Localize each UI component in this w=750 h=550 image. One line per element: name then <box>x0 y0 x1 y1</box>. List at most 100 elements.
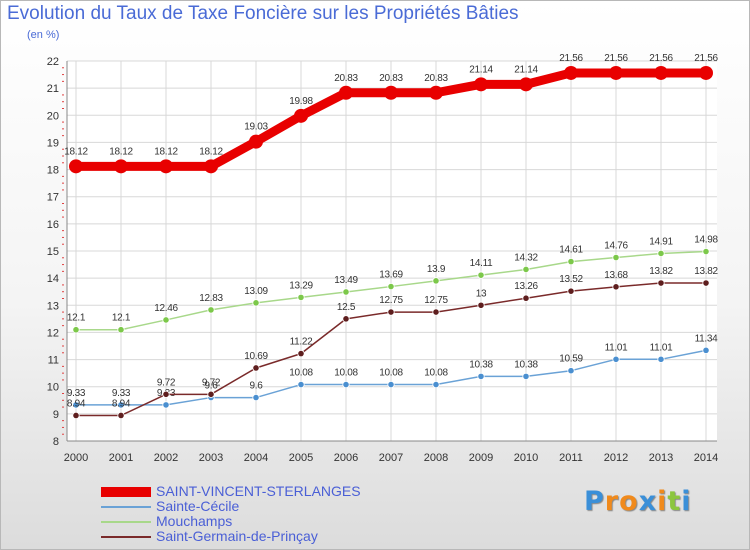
data-point <box>474 77 488 92</box>
logo-letter: x <box>638 486 658 517</box>
legend-swatch <box>101 536 151 538</box>
data-label: 12.46 <box>154 303 178 314</box>
x-tick-label: 2007 <box>379 452 403 464</box>
data-label: 9.33 <box>112 388 131 399</box>
data-point <box>702 247 710 256</box>
legend-swatch <box>101 487 151 497</box>
data-point <box>249 134 263 149</box>
data-label: 20.83 <box>379 73 403 84</box>
data-label: 14.61 <box>559 245 583 256</box>
data-label: 14.11 <box>470 258 494 269</box>
data-label: 11.01 <box>650 342 674 353</box>
y-tick-label: 10 <box>47 382 59 394</box>
data-label: 9.72 <box>157 377 176 388</box>
data-label: 21.56 <box>649 53 673 64</box>
data-label: 9.6 <box>249 381 263 392</box>
x-tick-label: 2008 <box>424 452 448 464</box>
data-point <box>702 346 710 354</box>
data-point <box>117 401 125 409</box>
y-tick-label: 17 <box>47 192 59 204</box>
data-label: 13.82 <box>694 266 718 277</box>
data-point <box>432 308 440 316</box>
data-point <box>429 85 443 100</box>
data-point <box>72 326 80 334</box>
data-label: 10.08 <box>334 368 358 379</box>
data-point <box>162 390 170 398</box>
data-point <box>432 380 440 389</box>
data-label: 18.12 <box>154 146 178 157</box>
data-point <box>519 77 533 92</box>
data-label: 13.52 <box>559 274 583 285</box>
data-label: 12.83 <box>199 293 223 304</box>
data-label: 20.83 <box>424 73 448 84</box>
data-label: 13.26 <box>514 281 538 292</box>
data-point <box>657 355 665 363</box>
data-label: 11.01 <box>605 342 629 353</box>
data-label: 13.49 <box>334 275 358 286</box>
data-label: 8.94 <box>67 398 86 409</box>
data-label: 12.1 <box>67 313 86 324</box>
data-label: 14.32 <box>514 252 538 263</box>
data-label: 10.08 <box>424 368 448 379</box>
data-point <box>297 349 305 358</box>
data-point <box>384 85 398 100</box>
x-tick-label: 2002 <box>154 452 178 464</box>
logo-letter: i <box>681 486 692 517</box>
chart-subtitle: (en %) <box>27 29 60 41</box>
data-point <box>522 265 530 274</box>
data-label: 13.69 <box>379 270 403 281</box>
data-label: 14.98 <box>694 235 718 246</box>
y-tick-label: 9 <box>53 409 59 421</box>
data-point <box>294 108 308 123</box>
logo-letter: t <box>667 486 682 517</box>
data-point <box>207 390 215 398</box>
data-point <box>72 401 80 409</box>
data-point <box>69 159 83 174</box>
data-label: 20.83 <box>334 73 358 84</box>
x-tick-label: 2006 <box>334 452 358 464</box>
legend-label: SAINT-VINCENT-STERLANGES <box>156 483 361 499</box>
proxiti-logo: Proxiti <box>584 486 692 517</box>
legend-label: Mouchamps <box>156 513 233 529</box>
data-point <box>114 159 128 174</box>
legend-swatch <box>101 506 151 508</box>
data-label: 12.1 <box>112 313 131 324</box>
data-label: 11.22 <box>290 337 314 348</box>
y-tick-label: 13 <box>47 300 59 312</box>
data-point <box>159 159 173 174</box>
data-label: 13.68 <box>604 270 628 281</box>
data-point <box>567 287 575 295</box>
data-point <box>117 411 125 420</box>
legend-label: Sainte-Cécile <box>156 498 240 514</box>
data-label: 18.12 <box>109 146 133 157</box>
data-label: 9.72 <box>202 377 221 388</box>
data-point <box>117 326 125 334</box>
data-label: 12.75 <box>424 295 448 306</box>
data-point <box>699 65 713 80</box>
x-tick-label: 2012 <box>604 452 628 464</box>
data-point <box>297 293 305 302</box>
data-label: 18.12 <box>199 146 223 157</box>
data-label: 9.6 <box>204 381 218 392</box>
data-label: 10.38 <box>514 359 538 370</box>
y-tick-label: 8 <box>53 436 59 448</box>
y-tick-label: 18 <box>47 165 59 177</box>
x-tick-label: 2005 <box>289 452 313 464</box>
data-point <box>387 282 395 291</box>
x-tick-label: 2000 <box>64 452 88 464</box>
data-label: 13 <box>476 288 487 299</box>
data-label: 13.29 <box>289 280 313 291</box>
y-tick-label: 19 <box>47 137 59 149</box>
logo-letter: r <box>604 486 620 517</box>
data-point <box>252 299 260 307</box>
data-point <box>477 301 485 309</box>
data-point <box>612 253 620 262</box>
data-point <box>72 411 80 420</box>
data-point <box>162 316 170 324</box>
y-tick-label: 12 <box>47 327 59 339</box>
data-point <box>657 279 665 287</box>
data-point <box>612 355 620 363</box>
y-tick-label: 16 <box>47 219 59 231</box>
